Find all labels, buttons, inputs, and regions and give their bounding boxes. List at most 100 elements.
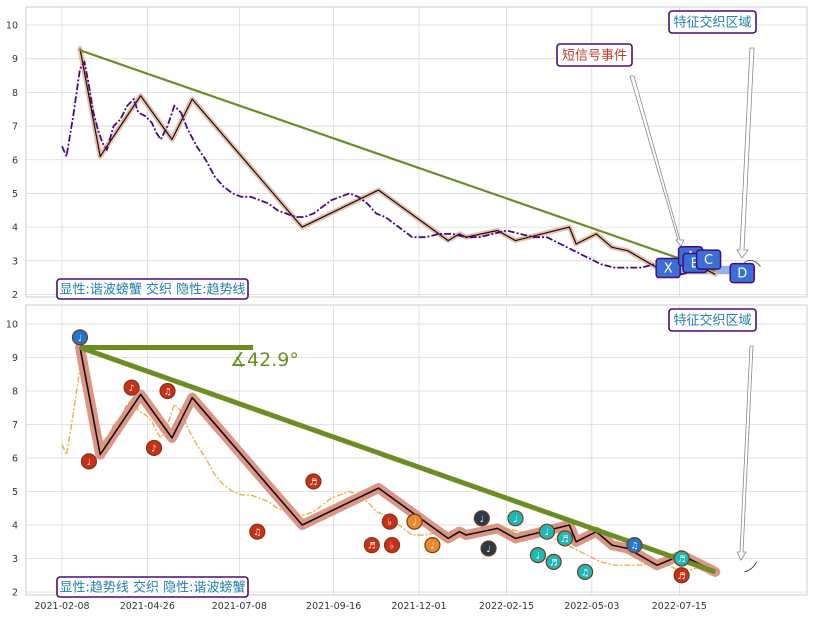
- angle-label: ∡42.9°: [230, 349, 299, 371]
- note-marker: ♩: [80, 453, 98, 470]
- note-marker: ♩: [480, 540, 497, 557]
- note-marker-dot: [556, 530, 573, 547]
- zone-label-top: 特征交织区域: [668, 10, 757, 34]
- pattern-point-box: [655, 257, 681, 279]
- note-marker: ♩: [424, 536, 441, 554]
- note-marker-glyph: ♬: [368, 542, 376, 552]
- note-marker: ♩: [473, 510, 490, 527]
- trend-arrow: [744, 259, 761, 267]
- x-tick-label: 2021-04-26: [120, 601, 175, 612]
- note-marker-dot: [363, 536, 380, 554]
- note-marker-glyph: ♩: [480, 515, 484, 525]
- note-marker-glyph: ♩: [87, 458, 91, 468]
- note-marker-dot: [424, 536, 441, 554]
- note-marker: ♬: [545, 553, 562, 570]
- zone-label-bottom: 特征交织区域: [668, 308, 757, 332]
- harmonic-pattern-line: [79, 48, 716, 275]
- note-marker-dot: [145, 439, 163, 457]
- note-marker-dot: [406, 513, 423, 530]
- note-marker-glyph: ♬: [678, 555, 686, 565]
- x-tick-label: 2022-07-15: [652, 601, 707, 612]
- legend-bottom-text: 显性:趋势线 交织 隐性:谐波螃蟹: [59, 580, 245, 596]
- note-marker-dot: [71, 329, 89, 346]
- y-tick-label: 7: [12, 122, 18, 133]
- y-tick-label: 4: [12, 521, 18, 532]
- zone-label-bottom-frame: [668, 308, 757, 332]
- note-marker-dot: [123, 379, 140, 396]
- pattern-point-label: D: [737, 267, 747, 282]
- note-marker-glyph: ♩: [536, 552, 540, 562]
- pattern-point-C: C: [695, 249, 722, 270]
- note-marker: ♩: [538, 523, 556, 540]
- harmonic-pattern-line: [79, 347, 716, 573]
- y-tick-label: 4: [12, 223, 18, 234]
- note-marker-glyph: ♬: [561, 535, 569, 545]
- note-marker: ♩: [71, 329, 89, 346]
- note-marker-glyph: ♪: [151, 444, 157, 454]
- note-marker-dot: [529, 547, 547, 564]
- note-marker: ♫: [249, 523, 266, 540]
- y-tick-label: 8: [12, 88, 18, 99]
- note-marker-dot: [673, 550, 690, 567]
- note-marker-dot: [383, 536, 401, 554]
- legend-bottom: 显性:趋势线 交织 隐性:谐波螃蟹: [56, 576, 249, 598]
- zone-arrow: [736, 47, 755, 259]
- pattern-point-box: [695, 249, 722, 270]
- note-marker-glyph: ♩: [545, 528, 549, 538]
- note-marker: ♬: [673, 567, 690, 584]
- note-marker: ♫: [576, 563, 594, 581]
- note-marker: ♫: [626, 536, 643, 554]
- note-marker: ♬: [305, 473, 322, 490]
- note-marker-dot: [507, 510, 524, 527]
- note-marker-dot: [80, 453, 98, 470]
- y-tick-label: 7: [12, 420, 18, 431]
- note-marker: ♭: [381, 513, 398, 530]
- note-marker: ♫: [159, 382, 176, 400]
- y-tick-label: 2: [12, 290, 18, 301]
- y-tick-label: 6: [12, 155, 18, 166]
- note-marker-glyph: ♩: [486, 545, 490, 555]
- zone-label-top-frame: [668, 10, 757, 34]
- note-marker-dot: [480, 540, 497, 557]
- note-marker-glyph: ♩: [78, 334, 82, 344]
- top-panel: 2345678910XABCD特征交织区域短信号事件显性:谐波螃蟹 交织 隐性:…: [6, 6, 808, 301]
- note-marker-dot: [473, 510, 490, 527]
- x-tick-label: 2021-02-08: [34, 601, 89, 612]
- x-tick-label: 2022-02-15: [479, 601, 534, 612]
- note-marker-dot: [305, 473, 322, 490]
- y-tick-label: 9: [12, 54, 18, 65]
- note-marker-glyph: ♫: [163, 388, 171, 398]
- trendline: [79, 49, 716, 272]
- pattern-point-box: [729, 262, 755, 284]
- event-label: 短信号事件: [556, 43, 633, 67]
- note-marker-dot: [249, 523, 266, 540]
- bottom-panel: 2 3 4 5 6 7 8 9 10 ∡42.9° ♩ ♩ ♪ ♪ ♫ ♫ ♬ ♬ ♭ ♭ ♩ ♩ ♩ ♩ ♩ ♩ ♩ ♬ ♬ ♫ ♫ ♬ ♬ 特…: [6, 304, 808, 612]
- note-marker: ♬: [556, 530, 573, 547]
- pattern-point-D: D: [729, 262, 755, 284]
- zone-arrow: [736, 345, 754, 561]
- event-arrow: [629, 75, 685, 247]
- note-marker-dot: [381, 513, 398, 530]
- note-marker-dot: [538, 523, 556, 540]
- note-marker-dot: [545, 553, 562, 570]
- y-tick-label: 6: [12, 454, 18, 465]
- y-tick-label: 5: [12, 487, 18, 498]
- note-marker-glyph: ♭: [388, 518, 392, 528]
- y-tick-label: 9: [12, 353, 18, 364]
- note-marker: ♭: [383, 536, 401, 554]
- event-label-text: 短信号事件: [562, 49, 627, 64]
- trend-arrow: [744, 561, 757, 573]
- x-tick-label: 2021-07-08: [212, 601, 267, 612]
- note-marker-glyph: ♫: [630, 542, 638, 552]
- note-marker-glyph: ♩: [513, 515, 517, 525]
- note-marker: ♬: [673, 550, 690, 567]
- note-marker: ♩: [406, 513, 423, 530]
- note-marker: ♩: [529, 547, 547, 564]
- note-marker-glyph: ♬: [550, 558, 558, 568]
- pattern-point-X: X: [655, 257, 681, 279]
- pattern-point-label: X: [664, 262, 673, 277]
- note-marker-dot: [159, 382, 176, 400]
- note-marker-dot: [576, 563, 594, 581]
